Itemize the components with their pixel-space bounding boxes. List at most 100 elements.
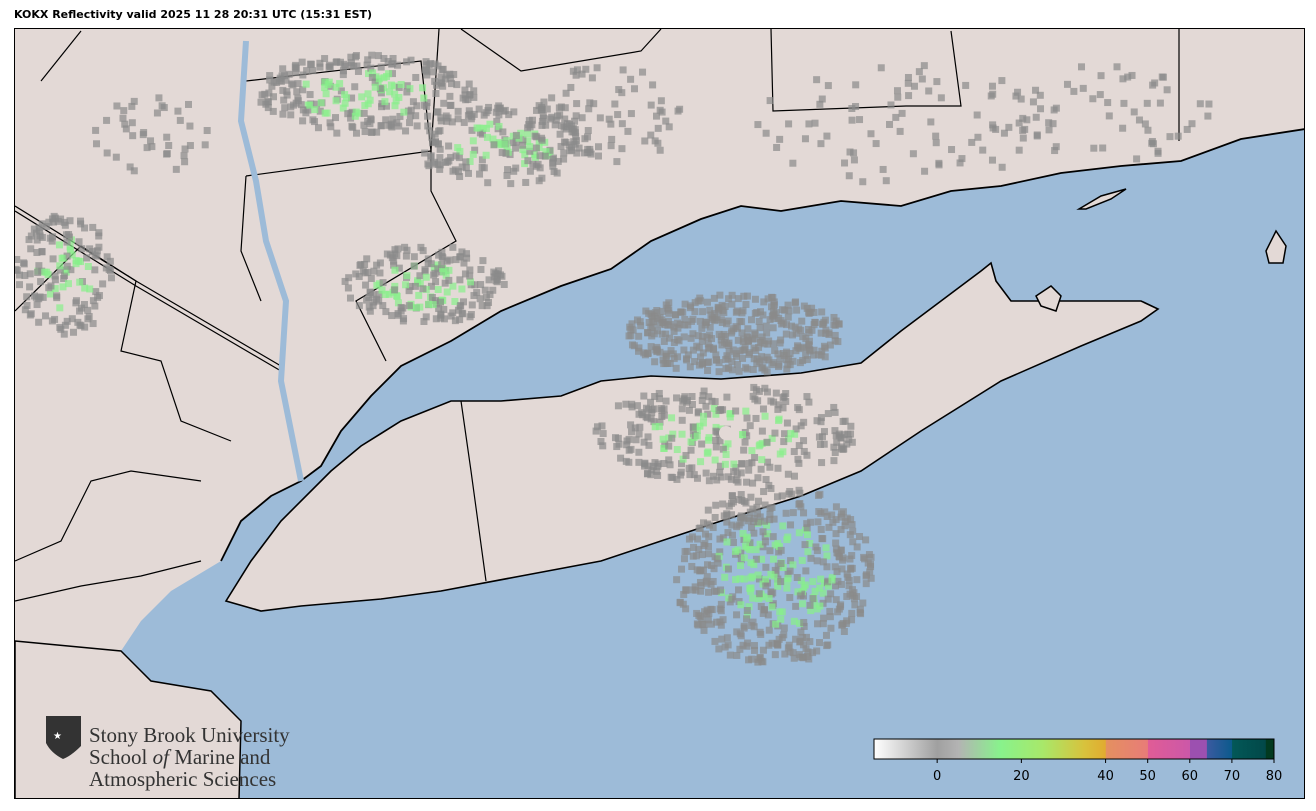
radar-cell	[15, 255, 21, 263]
radar-cell	[698, 551, 706, 559]
radar-cell	[89, 223, 97, 231]
radar-cell	[756, 654, 764, 662]
radar-cell	[406, 112, 414, 120]
radar-cell	[628, 320, 636, 328]
radar-cell	[314, 124, 322, 132]
radar-cell	[710, 345, 718, 353]
radar-cell	[717, 473, 725, 481]
radar-cell	[461, 91, 469, 99]
radar-cell	[779, 404, 787, 412]
radar-cell	[651, 137, 659, 145]
radar-cell	[729, 538, 737, 546]
radar-cell	[1156, 99, 1164, 107]
radar-cell	[759, 405, 767, 413]
radar-cell	[845, 576, 853, 584]
radar-cell	[456, 276, 464, 284]
radar-cell	[798, 634, 806, 642]
radar-cell	[824, 82, 832, 90]
radar-cell	[445, 276, 453, 284]
radar-cell	[717, 316, 725, 324]
radar-cell	[859, 178, 867, 186]
radar-cell	[266, 72, 274, 80]
radar-cell	[355, 302, 363, 310]
radar-cell	[764, 530, 772, 538]
radar-cell	[816, 440, 824, 448]
radar-cell	[803, 356, 811, 364]
radar-cell	[728, 492, 736, 500]
radar-cell	[680, 333, 688, 341]
radar-cell	[285, 70, 293, 78]
radar-cell	[755, 575, 763, 583]
radar-cell	[56, 262, 64, 270]
radar-cell	[112, 153, 120, 161]
radar-cell	[735, 521, 743, 529]
radar-cell	[1078, 63, 1086, 71]
radar-cell	[802, 633, 810, 641]
radar-cell	[689, 330, 697, 338]
radar-cell	[746, 514, 754, 522]
radar-cell	[715, 645, 723, 653]
radar-cell	[848, 104, 856, 112]
radar-cell	[775, 635, 783, 643]
radar-cell	[452, 256, 460, 264]
radar-cell	[699, 419, 707, 427]
radar-cell	[728, 366, 736, 374]
radar-cell	[776, 135, 784, 143]
radar-cell	[805, 398, 813, 406]
radar-cell	[766, 463, 774, 471]
radar-cell	[1154, 147, 1162, 155]
radar-cell	[744, 325, 752, 333]
radar-cell	[411, 282, 419, 290]
radar-cell	[63, 317, 71, 325]
radar-cell	[824, 582, 832, 590]
radar-cell	[759, 646, 767, 654]
radar-cell	[60, 330, 68, 338]
radar-cell	[460, 259, 468, 267]
radar-cell	[540, 98, 548, 106]
radar-cell	[704, 542, 712, 550]
radar-cell	[780, 624, 788, 632]
radar-cell	[837, 434, 845, 442]
radar-cell	[440, 268, 448, 276]
radar-cell	[432, 90, 440, 98]
radar-cell	[501, 106, 509, 114]
radar-cell	[817, 329, 825, 337]
radar-cell	[635, 347, 643, 355]
radar-cell	[681, 548, 689, 556]
radar-cell	[733, 611, 741, 619]
radar-cell	[595, 143, 603, 151]
radar-cell	[370, 267, 378, 275]
radar-cell	[662, 117, 670, 125]
radar-cell	[436, 127, 444, 135]
colorbar-tick-label: 60	[1182, 769, 1199, 784]
radar-cell	[796, 638, 804, 646]
colorbar-tick-label: 40	[1097, 769, 1114, 784]
radar-cell	[389, 115, 397, 123]
radar-cell	[685, 535, 693, 543]
radar-cell	[1017, 95, 1025, 103]
radar-cell	[470, 87, 478, 95]
radar-cell	[86, 245, 94, 253]
radar-cell	[645, 405, 653, 413]
radar-cell	[841, 159, 849, 167]
radar-cell	[302, 80, 310, 88]
radar-cell	[121, 120, 129, 128]
radar-cell	[830, 443, 838, 451]
radar-cell	[751, 331, 759, 339]
radar-cell	[724, 529, 732, 537]
radar-cell	[818, 95, 826, 103]
radar-cell	[830, 457, 838, 465]
radar-cell	[386, 88, 394, 96]
radar-cell	[456, 147, 464, 155]
radar-cell	[787, 521, 795, 529]
radar-cell	[681, 315, 689, 323]
radar-cell	[887, 101, 895, 109]
radar-cell	[755, 387, 763, 395]
radar-cell	[715, 368, 723, 376]
radar-cell	[552, 116, 560, 124]
radar-cell	[821, 508, 829, 516]
radar-cell	[493, 278, 501, 286]
radar-cell	[735, 496, 743, 504]
radar-cell	[687, 446, 695, 454]
radar-cell	[794, 342, 802, 350]
